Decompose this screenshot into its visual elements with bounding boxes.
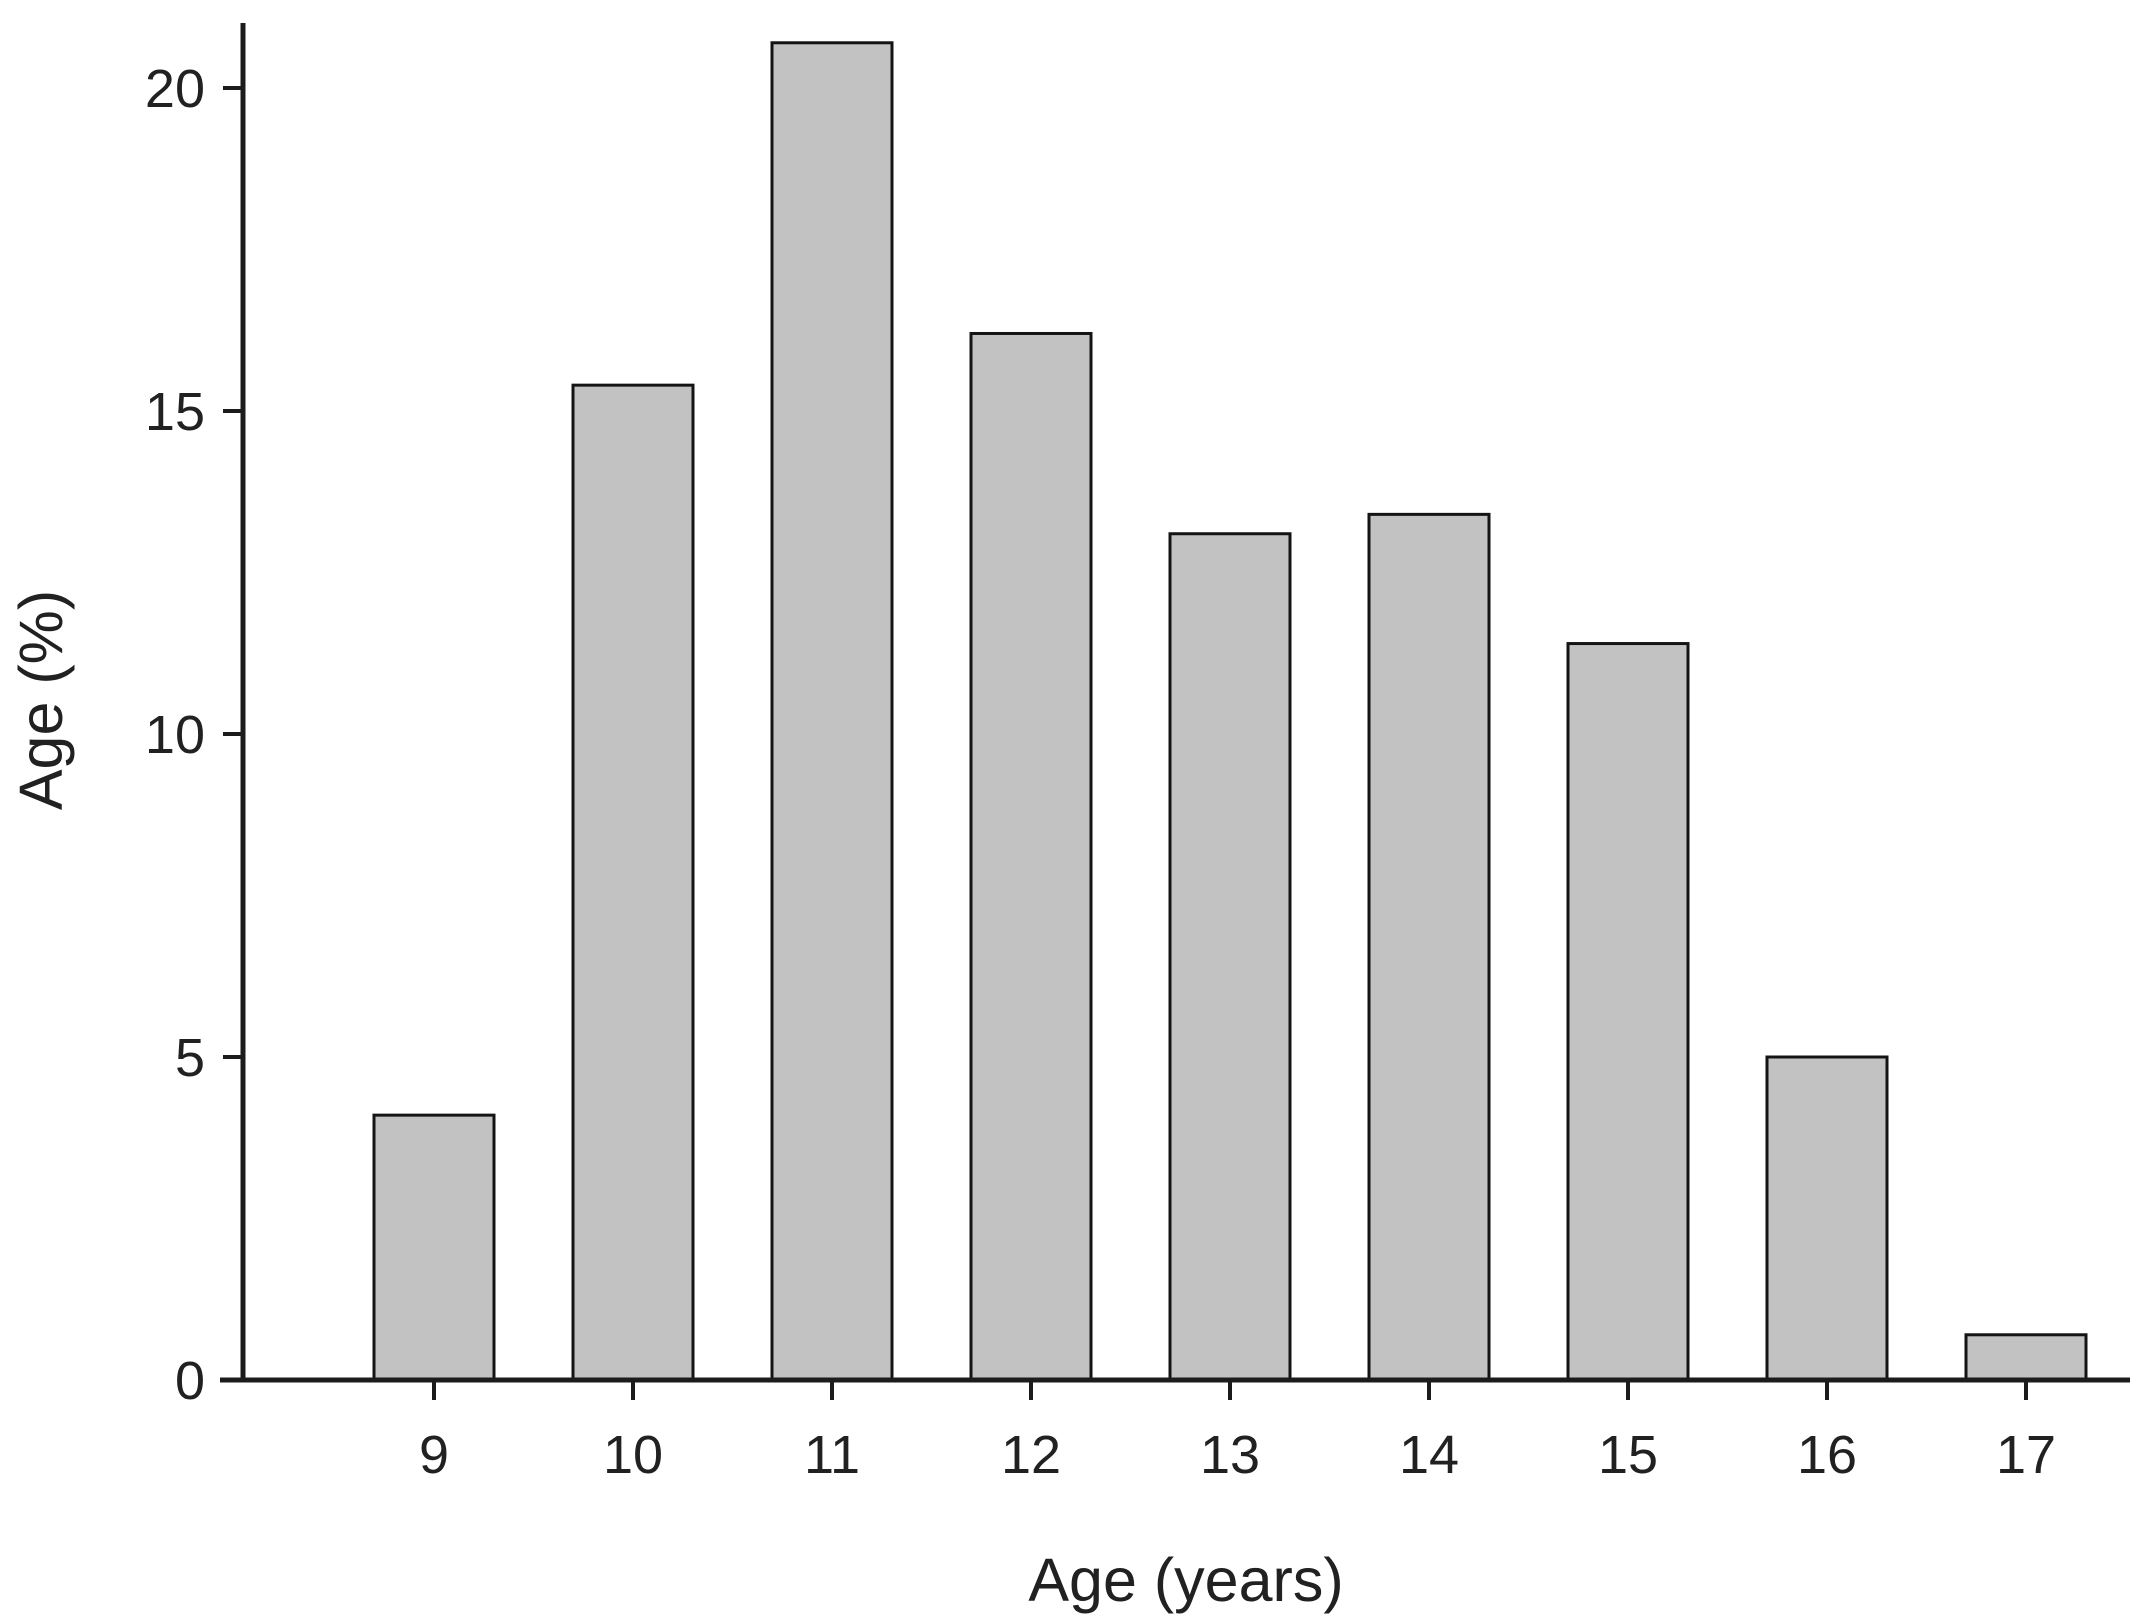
bar	[1168, 532, 1292, 1382]
x-tick-label: 17	[1996, 1425, 2056, 1485]
bar	[1964, 1333, 2088, 1382]
x-tick-label: 9	[419, 1425, 449, 1485]
y-tick-label: 5	[175, 1028, 205, 1088]
bar	[770, 41, 894, 1382]
y-tick-label: 15	[145, 382, 205, 442]
y-tick-label: 20	[145, 59, 205, 119]
x-axis: 9 10 11 12 13 14 15 16 17	[220, 1377, 2130, 1485]
bar	[1765, 1055, 1889, 1382]
bars-group	[372, 41, 2088, 1382]
bar	[1566, 642, 1690, 1382]
y-axis: 0 5 10 15 20	[145, 23, 246, 1411]
x-tick-label: 10	[603, 1425, 663, 1485]
bar	[571, 383, 695, 1382]
y-tick-label: 0	[175, 1351, 205, 1411]
x-tick-label: 15	[1598, 1425, 1658, 1485]
y-axis-title: Age (%)	[7, 590, 75, 810]
bar	[969, 331, 1093, 1382]
x-tick-label: 13	[1200, 1425, 1260, 1485]
x-tick-label: 16	[1797, 1425, 1857, 1485]
bar	[1367, 512, 1491, 1382]
x-tick-label: 12	[1001, 1425, 1061, 1485]
bar	[372, 1113, 496, 1382]
x-tick-label: 11	[804, 1425, 860, 1485]
x-tick-label: 14	[1399, 1425, 1459, 1485]
y-tick-label: 10	[145, 705, 205, 765]
x-axis-title: Age (years)	[1028, 1546, 1343, 1614]
